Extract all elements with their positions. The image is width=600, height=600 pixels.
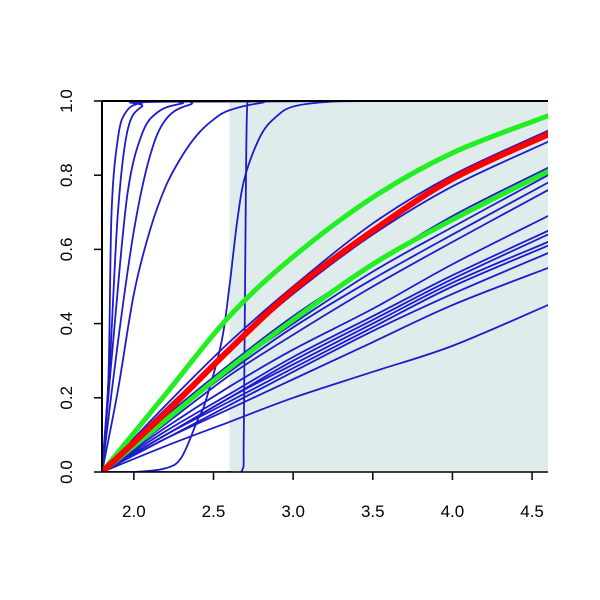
series-line-green-01 [102,113,548,472]
series-line-blue-04 [102,101,548,472]
series-lines [102,101,548,472]
y-tick-label: 0.0 [57,460,76,484]
series-line-blue-21 [102,304,548,472]
series-line-blue-03 [102,101,548,472]
series-line-blue-06 [102,101,548,472]
x-tick-label: 3.0 [281,502,305,521]
y-tick-label: 0.6 [57,238,76,262]
x-tick-label: 2.0 [122,502,146,521]
series-line-red-01 [102,131,548,472]
y-axis: 0.0 0.2 0.4 0.6 0.8 1.0 [57,89,102,484]
plot-frame [101,100,548,473]
series-line-blue-01 [102,101,548,472]
x-tick-label: 4.5 [520,502,544,521]
shaded-region [229,101,548,472]
y-tick-label: 0.2 [57,386,76,410]
series-line-blue-13 [102,189,548,472]
series-line-blue-20 [102,267,548,472]
x-tick-label: 2.5 [202,502,226,521]
series-line-green-02 [102,168,548,472]
y-tick-label: 1.0 [57,89,76,113]
y-tick-label: 0.8 [57,163,76,187]
series-line-blue-14 [102,215,548,472]
y-tick-label: 0.4 [57,312,76,336]
x-axis: 2.0 2.5 3.0 3.5 4.0 4.5 [122,472,544,521]
series-line-blue-07 [102,101,548,472]
series-line-blue-18 [102,244,548,472]
x-tick-label: 4.0 [441,502,465,521]
series-line-blue-15 [102,229,548,472]
x-tick-label: 3.5 [361,502,385,521]
